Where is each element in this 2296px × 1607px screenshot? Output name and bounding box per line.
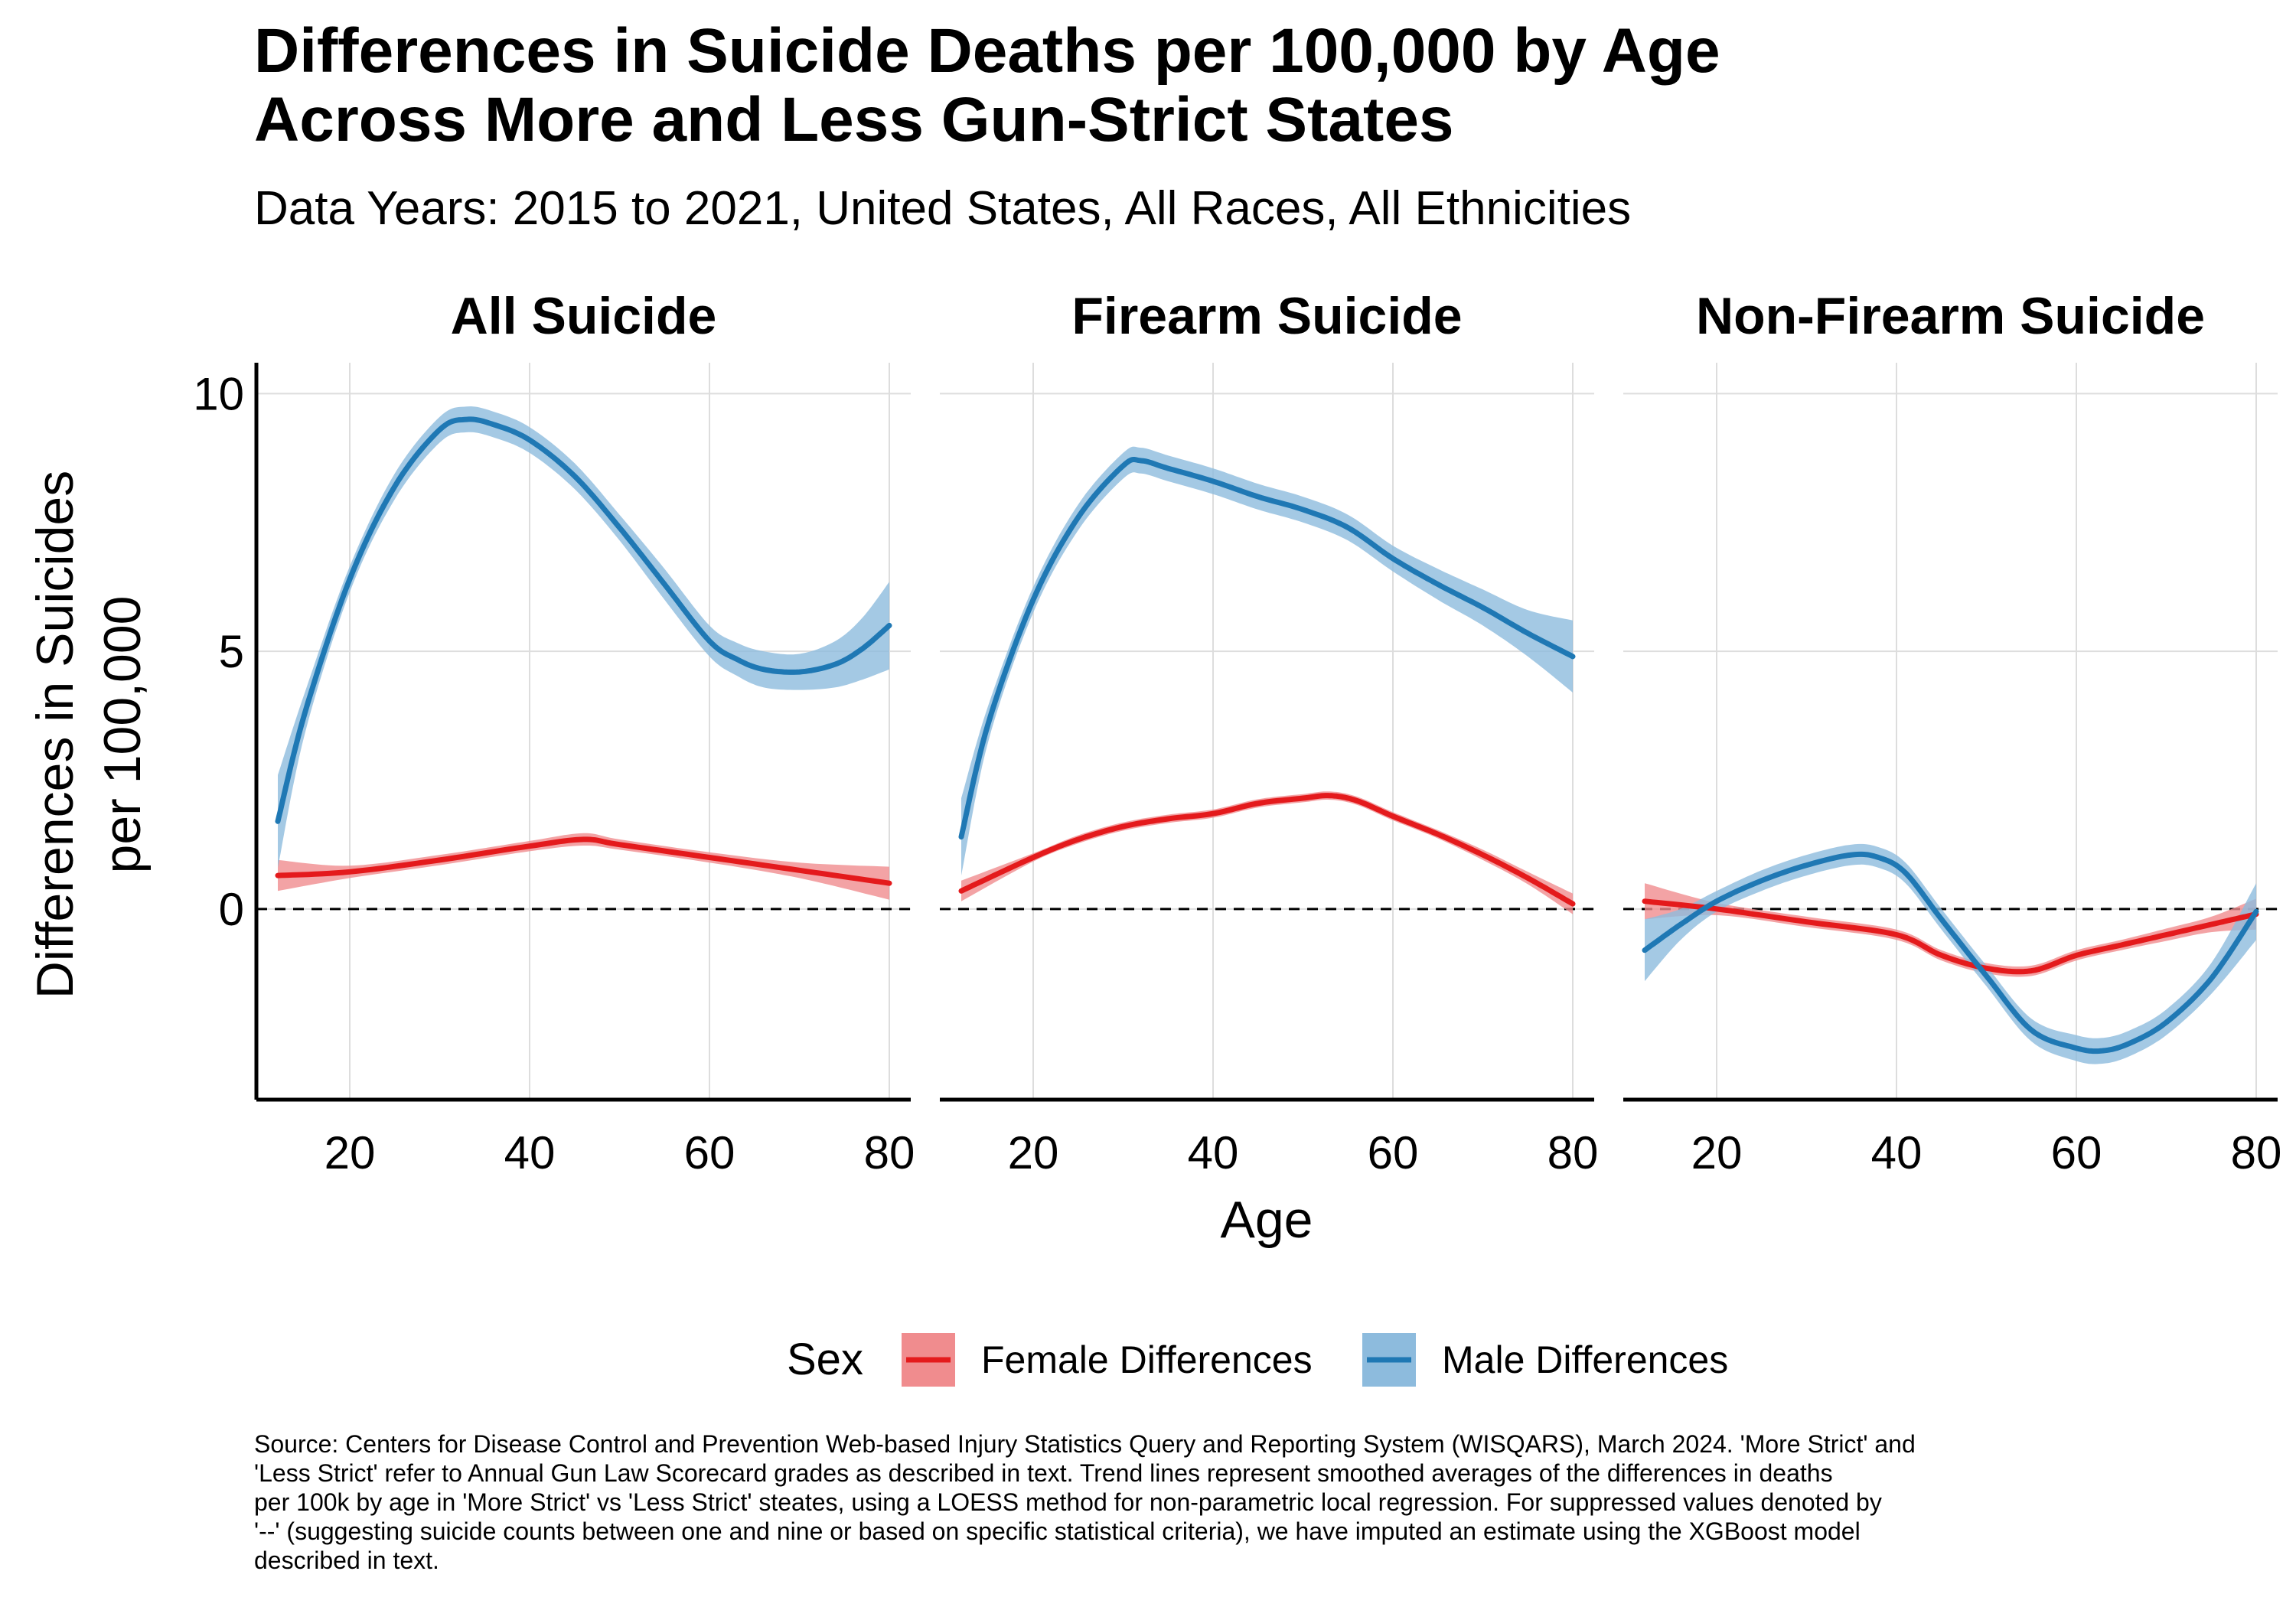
y-axis-title-line: Differences in Suicides: [26, 471, 84, 999]
chart-title: Differences in Suicide Deaths per 100,00…: [254, 17, 2244, 155]
caption-line-4: '--' (suggesting suicide counts between …: [254, 1517, 1861, 1545]
source-caption: Source: Centers for Disease Control and …: [254, 1429, 2259, 1575]
y-axis-title-line: per 100,000: [93, 596, 152, 874]
panel-3: Non-Firearm Suicide 20 40 60 80: [1623, 287, 2281, 1178]
female-legend-label: Female Differences: [981, 1338, 1313, 1381]
caption-line-2: 'Less Strict' refer to Annual Gun Law Sc…: [254, 1459, 1833, 1487]
x-tick-label: 40: [1871, 1127, 1923, 1178]
x-tick-label: 80: [2231, 1127, 2282, 1178]
x-tick-label: 40: [504, 1127, 556, 1178]
x-tick-label: 20: [325, 1127, 376, 1178]
x-tick-label: 80: [1548, 1127, 1599, 1178]
y-tick-label: 5: [219, 626, 244, 677]
female-confidence-band: [278, 833, 889, 900]
y-axis-title: Differences in Suicides per 100,000: [26, 471, 152, 999]
female-series-line: [1642, 898, 2259, 975]
x-tick-label: 60: [2051, 1127, 2102, 1178]
male-series-line: [1642, 851, 2259, 1054]
caption-line-5: described in text.: [254, 1547, 439, 1574]
x-axis-title: Age: [1221, 1191, 1313, 1249]
y-tick-label: 10: [193, 368, 244, 419]
x-tick-label: 40: [1188, 1127, 1239, 1178]
chart-subtitle: Data Years: 2015 to 2021, United States,…: [254, 182, 1632, 235]
faceted-line-chart: All Suicide 0 5 10 20 40 60 80 Firearm Suicide 20…: [26, 287, 2281, 1249]
female-series-line: [275, 836, 892, 886]
x-tick-label: 80: [864, 1127, 915, 1178]
panel-title: Firearm Suicide: [1071, 287, 1462, 345]
panel-title: All Suicide: [451, 287, 717, 345]
male-series-line: [275, 416, 892, 824]
chart-title-line-1: Differences in Suicide Deaths per 100,00…: [254, 16, 1720, 86]
caption-line-1: Source: Centers for Disease Control and …: [254, 1430, 1916, 1458]
legend: Sex Female Differences Male Differences: [787, 1333, 1728, 1387]
x-tick-label: 60: [684, 1127, 735, 1178]
panel-title: Non-Firearm Suicide: [1696, 287, 2205, 345]
male-confidence-band: [961, 446, 1573, 876]
x-tick-label: 20: [1008, 1127, 1059, 1178]
x-tick-label: 60: [1368, 1127, 1419, 1178]
y-tick-label: 0: [219, 884, 244, 935]
female-confidence-band: [1645, 883, 2256, 977]
male-legend-label: Male Differences: [1442, 1338, 1728, 1381]
legend-title: Sex: [787, 1335, 863, 1384]
chart-title-line-2: Across More and Less Gun-Strict States: [254, 85, 1454, 155]
panel-2: Firearm Suicide 20 40 60 80: [940, 287, 1598, 1178]
male-confidence-band: [278, 406, 889, 868]
female-series-line: [958, 793, 1576, 907]
caption-line-3: per 100k by age in 'More Strict' vs 'Les…: [254, 1488, 1882, 1516]
male-series-line: [958, 457, 1576, 840]
x-tick-label: 20: [1691, 1127, 1743, 1178]
panel-1: All Suicide 0 5 10 20 40 60 80: [193, 287, 915, 1178]
